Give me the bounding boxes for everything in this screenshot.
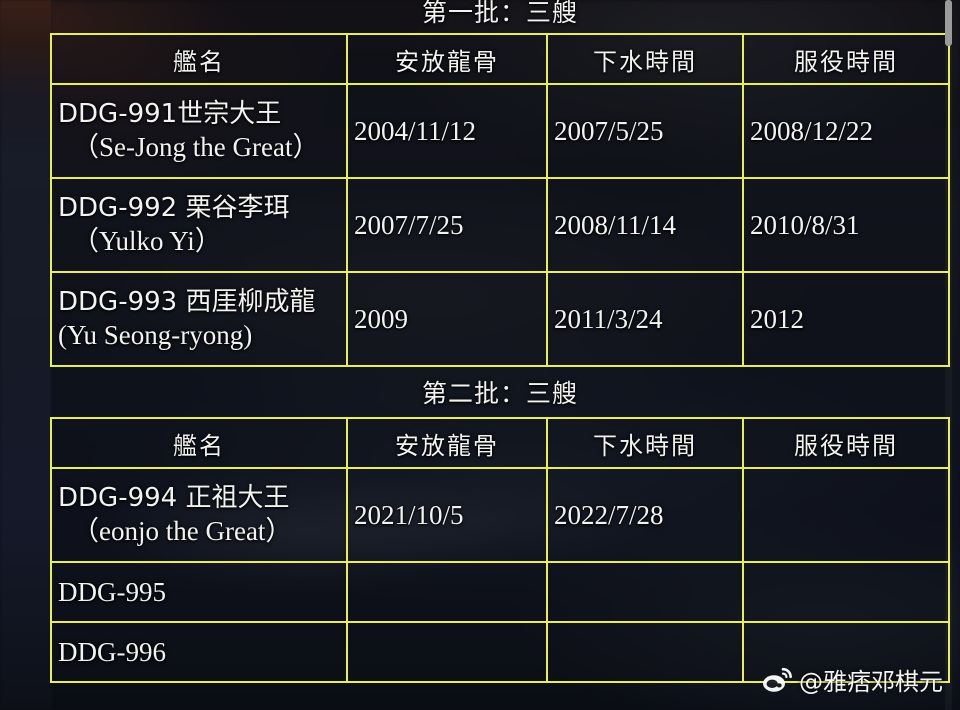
cell-commission-date: 2008/12/22 <box>741 83 951 179</box>
cell-ship-name: DDG-991世宗大王 （Se-Jong the Great） <box>50 83 348 179</box>
table-row: DDG-994 正祖大王 （eonjo the Great） 2021/10/5… <box>50 467 951 563</box>
ship-name-primary: DDG-996 <box>58 636 166 667</box>
ship-name-primary: DDG-995 <box>58 576 166 607</box>
column-header-launch-date: 下水時間 <box>546 33 744 85</box>
cell-ship-name: DDG-996 <box>50 621 348 683</box>
cell-keel-laid <box>346 561 548 623</box>
ship-name-primary: DDG-992 栗谷李珥 <box>58 192 290 223</box>
column-header-keel-laid: 安放龍骨 <box>346 33 548 85</box>
column-header-keel-laid: 安放龍骨 <box>346 417 548 469</box>
cell-keel-laid <box>346 621 548 683</box>
batch-two-title: 第二批：三艘 <box>51 365 950 419</box>
table-row: DDG-995 <box>50 561 951 623</box>
column-header-commission-date: 服役時間 <box>741 33 951 85</box>
column-header-ship-name: 艦名 <box>50 33 348 85</box>
ship-table: 第一批：三艘 艦名 安放龍骨 下水時間 服役時間 DDG-991世宗大王 （Se… <box>50 0 951 683</box>
ship-name-romanized: (Yu Seong-ryong) <box>58 320 253 351</box>
cell-keel-laid: 2021/10/5 <box>346 467 548 563</box>
batch-two-title-row: 第二批：三艘 <box>51 365 950 419</box>
cell-commission-date <box>741 467 951 563</box>
ship-name-romanized: （Yulko Yi） <box>72 226 222 257</box>
cell-commission-date: 2010/8/31 <box>741 177 951 273</box>
cell-commission-date: 2012 <box>741 271 951 367</box>
cell-ship-name: DDG-993 西厓柳成龍 (Yu Seong-ryong) <box>50 271 348 367</box>
cell-commission-date <box>741 621 951 683</box>
cell-ship-name: DDG-994 正祖大王 （eonjo the Great） <box>50 467 348 563</box>
vertical-scrollbar-track[interactable] <box>945 0 952 710</box>
weibo-icon <box>762 667 792 693</box>
table-row: DDG-996 <box>50 621 951 683</box>
column-header-launch-date: 下水時間 <box>546 417 744 469</box>
column-header-ship-name: 艦名 <box>50 417 348 469</box>
ship-name-primary: DDG-993 西厓柳成龍 <box>58 286 316 317</box>
table-row: DDG-993 西厓柳成龍 (Yu Seong-ryong) 2009 2011… <box>50 271 951 367</box>
ship-name-romanized: （Se-Jong the Great） <box>72 132 320 163</box>
cell-launch-date: 2008/11/14 <box>546 177 744 273</box>
ship-name-romanized: （eonjo the Great） <box>72 516 293 547</box>
cell-keel-laid: 2009 <box>346 271 548 367</box>
table-row: DDG-992 栗谷李珥 （Yulko Yi） 2007/7/25 2008/1… <box>50 177 951 273</box>
batch-one-title: 第一批：三艘 <box>51 0 950 35</box>
cell-keel-laid: 2007/7/25 <box>346 177 548 273</box>
weibo-watermark: @雅痞邓棋元 <box>762 662 943 697</box>
vertical-scrollbar-thumb[interactable] <box>945 0 952 46</box>
ship-name-primary: DDG-991世宗大王 <box>58 98 282 129</box>
cell-launch-date <box>546 561 744 623</box>
cell-launch-date: 2007/5/25 <box>546 83 744 179</box>
batch-one-header-row: 艦名 安放龍骨 下水時間 服役時間 <box>50 33 951 85</box>
batch-one-title-row: 第一批：三艘 <box>51 0 950 35</box>
cell-ship-name: DDG-992 栗谷李珥 （Yulko Yi） <box>50 177 348 273</box>
ship-table-container: 第一批：三艘 艦名 安放龍骨 下水時間 服役時間 DDG-991世宗大王 （Se… <box>50 0 951 683</box>
cell-launch-date: 2022/7/28 <box>546 467 744 563</box>
cell-keel-laid: 2004/11/12 <box>346 83 548 179</box>
cell-commission-date <box>741 561 951 623</box>
batch-two-header-row: 艦名 安放龍骨 下水時間 服役時間 <box>50 417 951 469</box>
column-header-commission-date: 服役時間 <box>741 417 951 469</box>
cell-ship-name: DDG-995 <box>50 561 348 623</box>
ship-name-primary: DDG-994 正祖大王 <box>58 482 290 513</box>
table-row: DDG-991世宗大王 （Se-Jong the Great） 2004/11/… <box>50 83 951 179</box>
weibo-handle: @雅痞邓棋元 <box>799 668 943 696</box>
cell-launch-date: 2011/3/24 <box>546 271 744 367</box>
cell-launch-date <box>546 621 744 683</box>
background-left-strip <box>0 0 52 710</box>
